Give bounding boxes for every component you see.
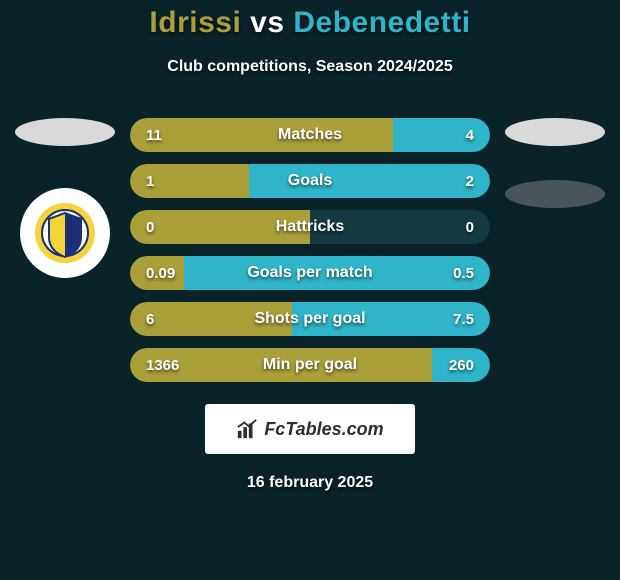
player1-column: [6, 118, 124, 278]
player2-club-placeholder: [505, 180, 605, 208]
stat-bars: 114Matches 12Goals 00Hattricks 0.090.5Goals…: [130, 118, 490, 382]
stat-bar: 0.090.5Goals per match: [130, 256, 490, 290]
stat-label: Min per goal: [130, 348, 490, 382]
player1-name: Idrissi: [149, 6, 241, 39]
player2-name: Debenedetti: [293, 6, 470, 39]
vs-word: vs: [250, 6, 284, 39]
brand-badge: FcTables.com: [205, 404, 415, 454]
stat-label: Hattricks: [130, 210, 490, 244]
stat-label: Goals: [130, 164, 490, 198]
subtitle: Club competitions, Season 2024/2025: [0, 58, 620, 76]
player1-club-crest: [20, 188, 110, 278]
brand-chart-icon: [236, 418, 258, 440]
comparison-content: 114Matches 12Goals 00Hattricks 0.090.5Goals…: [0, 118, 620, 382]
player2-column: [496, 118, 614, 208]
page-title: Idrissi vs Debenedetti: [0, 0, 620, 40]
stat-bar: 1366260Min per goal: [130, 348, 490, 382]
brand-text: FcTables.com: [264, 419, 383, 440]
stat-bar: 114Matches: [130, 118, 490, 152]
footer-date: 16 february 2025: [0, 474, 620, 492]
stat-label: Matches: [130, 118, 490, 152]
stat-label: Shots per goal: [130, 302, 490, 336]
player1-photo-placeholder: [15, 118, 115, 146]
player2-photo-placeholder: [505, 118, 605, 146]
stat-bar: 67.5Shots per goal: [130, 302, 490, 336]
stat-label: Goals per match: [130, 256, 490, 290]
stat-bar: 12Goals: [130, 164, 490, 198]
stat-bar: 00Hattricks: [130, 210, 490, 244]
